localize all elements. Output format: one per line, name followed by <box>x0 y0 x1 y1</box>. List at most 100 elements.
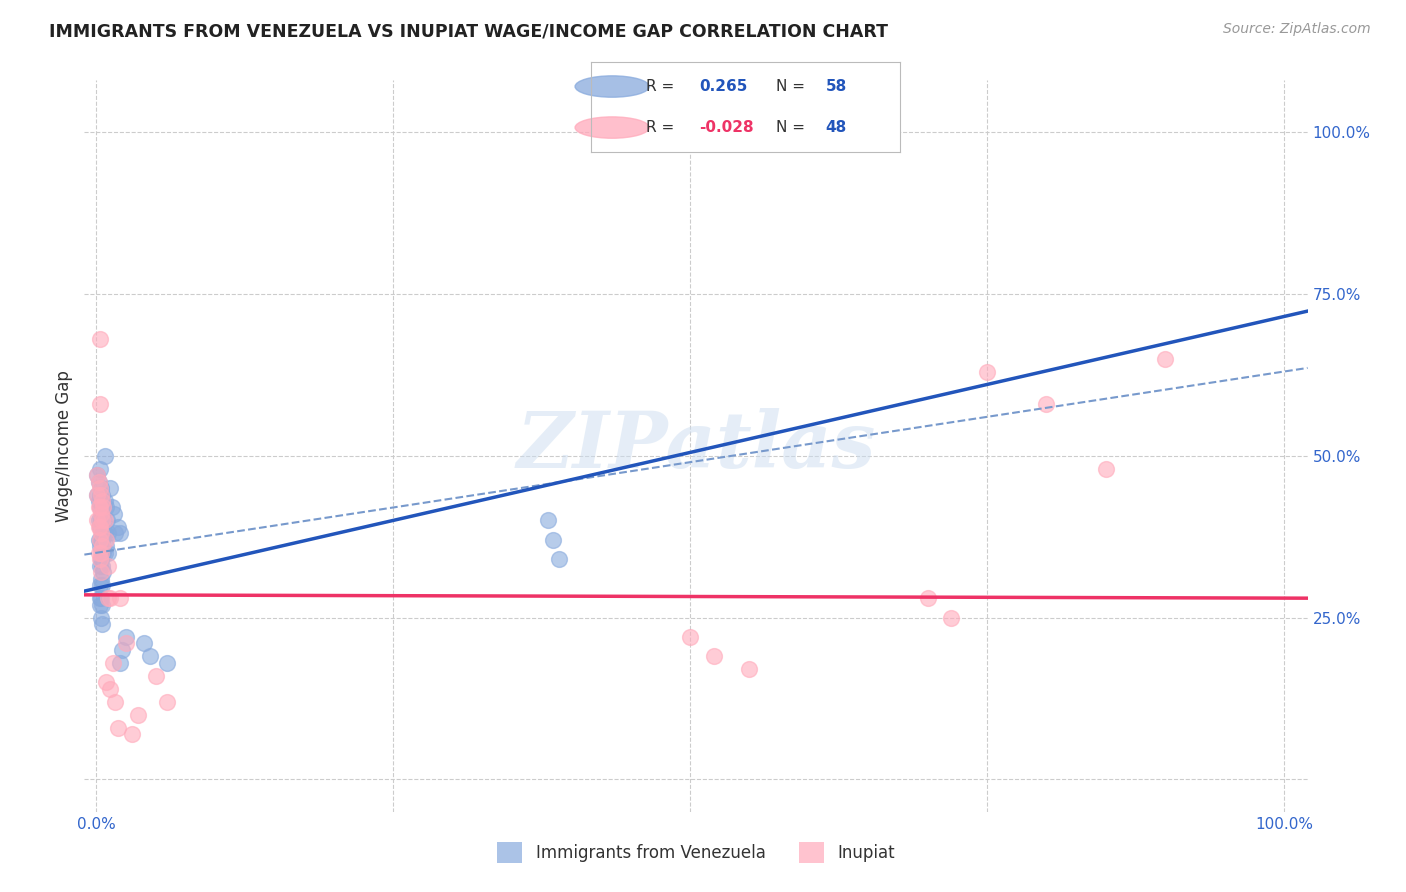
Point <box>104 526 127 541</box>
Point <box>111 643 134 657</box>
Point <box>548 552 571 566</box>
Point <box>108 591 131 606</box>
Point <box>156 695 179 709</box>
Point <box>94 500 117 515</box>
Point <box>91 513 114 527</box>
Point <box>93 513 115 527</box>
Point <box>89 500 111 515</box>
Point <box>100 481 122 495</box>
Point <box>91 539 114 553</box>
Point <box>917 591 939 606</box>
Text: -0.028: -0.028 <box>699 120 754 135</box>
Point <box>121 727 143 741</box>
Point <box>100 591 122 606</box>
Point <box>89 539 111 553</box>
Point <box>138 649 160 664</box>
Point <box>941 610 963 624</box>
Point <box>90 552 112 566</box>
Point <box>103 507 125 521</box>
Point <box>89 552 111 566</box>
Point <box>976 365 998 379</box>
Point <box>107 721 129 735</box>
Point <box>543 533 565 547</box>
Point <box>87 500 110 515</box>
Point <box>1035 397 1057 411</box>
Point <box>86 468 108 483</box>
Point <box>94 539 117 553</box>
Text: IMMIGRANTS FROM VENEZUELA VS INUPIAT WAGE/INCOME GAP CORRELATION CHART: IMMIGRANTS FROM VENEZUELA VS INUPIAT WAG… <box>49 22 889 40</box>
Point <box>89 481 111 495</box>
Point <box>91 487 114 501</box>
Point <box>87 533 110 547</box>
Text: 58: 58 <box>825 79 846 94</box>
Point <box>94 675 117 690</box>
Point <box>100 500 122 515</box>
Point <box>89 591 111 606</box>
Legend: Immigrants from Venezuela, Inupiat: Immigrants from Venezuela, Inupiat <box>491 836 901 869</box>
Text: 0.265: 0.265 <box>699 79 747 94</box>
Point <box>86 513 108 527</box>
Point <box>90 610 112 624</box>
Point <box>703 649 725 664</box>
Point <box>108 656 131 670</box>
Point <box>90 481 112 495</box>
Point <box>90 487 112 501</box>
Text: N =: N = <box>776 79 806 94</box>
Text: R =: R = <box>647 79 675 94</box>
Point <box>156 656 179 670</box>
Point <box>90 533 112 547</box>
Point <box>91 513 114 527</box>
Point <box>87 546 110 560</box>
Point <box>89 500 111 515</box>
Point <box>90 546 112 560</box>
Point <box>89 487 111 501</box>
Point <box>93 526 115 541</box>
Point <box>86 487 108 501</box>
Point <box>89 397 111 411</box>
Point <box>87 513 110 527</box>
Point <box>679 630 702 644</box>
Circle shape <box>575 117 650 138</box>
Point <box>90 507 112 521</box>
Point <box>91 598 114 612</box>
Point <box>107 520 129 534</box>
Point <box>97 526 120 541</box>
Text: ZIPatlas: ZIPatlas <box>516 408 876 484</box>
Point <box>91 558 114 573</box>
Point <box>93 526 115 541</box>
Point <box>87 520 110 534</box>
Point <box>90 513 112 527</box>
Point <box>97 558 120 573</box>
Point <box>536 513 558 527</box>
Point <box>89 332 111 346</box>
Point <box>93 449 115 463</box>
Point <box>1154 351 1177 366</box>
Point <box>91 578 114 592</box>
Point <box>93 494 115 508</box>
Point <box>87 475 110 489</box>
Point <box>96 513 118 527</box>
Point <box>91 533 114 547</box>
Point <box>90 494 112 508</box>
Point <box>132 636 155 650</box>
Point <box>97 546 120 560</box>
Text: 48: 48 <box>825 120 846 135</box>
Point <box>93 566 115 580</box>
Point <box>89 520 111 534</box>
Point <box>738 662 761 676</box>
Point <box>89 558 111 573</box>
Point <box>101 656 124 670</box>
Text: Source: ZipAtlas.com: Source: ZipAtlas.com <box>1223 22 1371 37</box>
Point <box>94 533 117 547</box>
Point <box>127 707 149 722</box>
Point <box>87 494 110 508</box>
Point <box>93 546 115 560</box>
Point <box>115 636 138 650</box>
Point <box>87 475 110 489</box>
Text: R =: R = <box>647 120 675 135</box>
Point <box>90 526 112 541</box>
Point <box>115 630 138 644</box>
Point <box>93 546 115 560</box>
Y-axis label: Wage/Income Gap: Wage/Income Gap <box>55 370 73 522</box>
Point <box>104 695 127 709</box>
